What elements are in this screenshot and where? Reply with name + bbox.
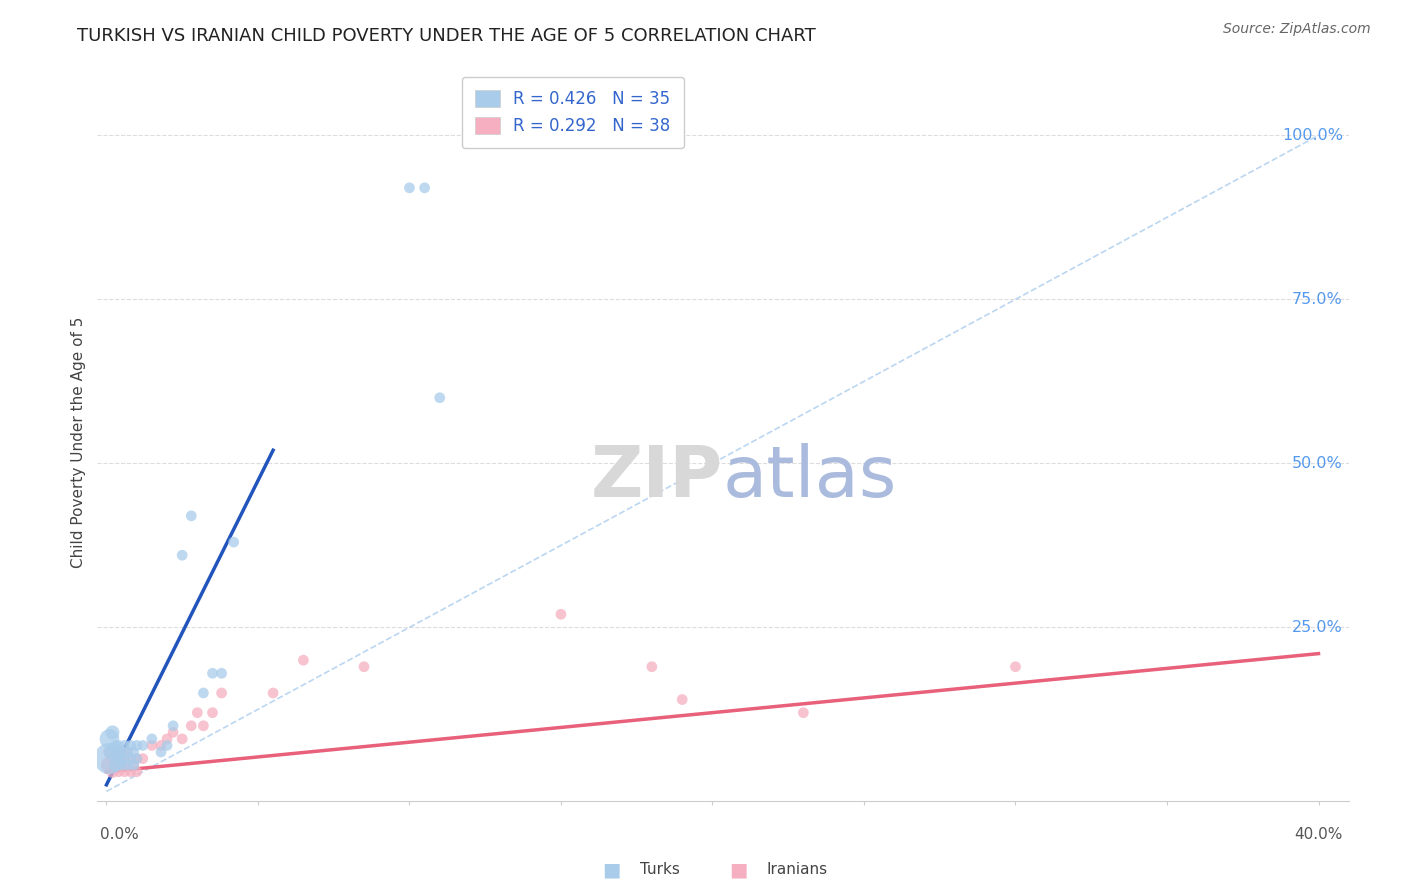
Text: 100.0%: 100.0% (1282, 128, 1343, 143)
Point (149, 739, 172, 753)
Point (201, 666, 224, 681)
Point (98, 745, 121, 759)
Point (550, 607, 572, 622)
Point (162, 725, 184, 739)
Text: Iranians: Iranians (766, 863, 827, 877)
Point (101, 751, 124, 765)
Point (107, 751, 129, 765)
Point (180, 719, 202, 733)
Point (110, 745, 132, 759)
Text: 25.0%: 25.0% (1292, 620, 1343, 635)
Point (110, 745, 132, 759)
Point (211, 666, 233, 681)
Point (117, 758, 139, 772)
Point (114, 764, 136, 779)
Point (114, 751, 136, 765)
Point (101, 745, 124, 759)
Point (125, 739, 148, 753)
Point (98, 758, 121, 772)
Point (110, 758, 132, 772)
Point (156, 739, 179, 753)
Point (162, 719, 184, 733)
Point (107, 764, 129, 779)
Text: ■: ■ (728, 860, 748, 880)
Text: 40.0%: 40.0% (1295, 828, 1343, 842)
Point (186, 706, 208, 720)
Point (98, 731, 121, 746)
Point (107, 739, 129, 753)
Point (132, 739, 155, 753)
Point (120, 751, 142, 765)
Point (132, 751, 155, 765)
Y-axis label: Child Poverty Under the Age of 5: Child Poverty Under the Age of 5 (72, 317, 86, 567)
Point (429, 391, 451, 405)
Point (792, 706, 814, 720)
Point (1004, 659, 1026, 673)
Point (107, 751, 129, 765)
Text: 50.0%: 50.0% (1292, 456, 1343, 471)
Point (641, 659, 664, 673)
Point (117, 758, 139, 772)
Point (120, 764, 142, 779)
Point (104, 758, 127, 772)
Legend: R = 0.426   N = 35, R = 0.292   N = 38: R = 0.426 N = 35, R = 0.292 N = 38 (461, 77, 685, 148)
Text: ■: ■ (602, 860, 621, 880)
Point (193, 719, 215, 733)
Point (117, 745, 139, 759)
Point (193, 686, 215, 700)
Point (125, 751, 148, 765)
Text: TURKISH VS IRANIAN CHILD POVERTY UNDER THE AGE OF 5 CORRELATION CHART: TURKISH VS IRANIAN CHILD POVERTY UNDER T… (77, 27, 815, 45)
Point (201, 706, 224, 720)
Point (156, 731, 179, 746)
Text: 75.0%: 75.0% (1292, 292, 1343, 307)
Point (117, 745, 139, 759)
Point (104, 745, 127, 759)
Point (101, 725, 124, 739)
Point (353, 659, 375, 673)
Point (172, 731, 194, 746)
Point (120, 739, 142, 753)
Point (101, 764, 124, 779)
Point (671, 692, 693, 706)
Point (172, 548, 194, 562)
Point (180, 508, 202, 523)
Point (141, 731, 163, 746)
Text: 0.0%: 0.0% (100, 828, 139, 842)
Point (413, 181, 436, 195)
Text: atlas: atlas (723, 443, 897, 513)
Point (114, 739, 136, 753)
Point (125, 751, 148, 765)
Point (398, 181, 420, 195)
Text: Source: ZipAtlas.com: Source: ZipAtlas.com (1223, 22, 1371, 37)
Point (122, 758, 145, 772)
Point (98, 751, 121, 765)
Point (211, 686, 233, 700)
Point (104, 745, 127, 759)
Point (262, 686, 284, 700)
Point (122, 745, 145, 759)
Point (122, 758, 145, 772)
Point (120, 751, 142, 765)
Point (125, 764, 148, 779)
Point (104, 758, 127, 772)
Point (104, 739, 127, 753)
Point (149, 745, 172, 759)
Point (110, 758, 132, 772)
Point (114, 751, 136, 765)
Point (141, 739, 163, 753)
Point (292, 653, 315, 667)
Text: ZIP: ZIP (591, 443, 723, 513)
Point (222, 535, 245, 549)
Text: Turks: Turks (640, 863, 679, 877)
